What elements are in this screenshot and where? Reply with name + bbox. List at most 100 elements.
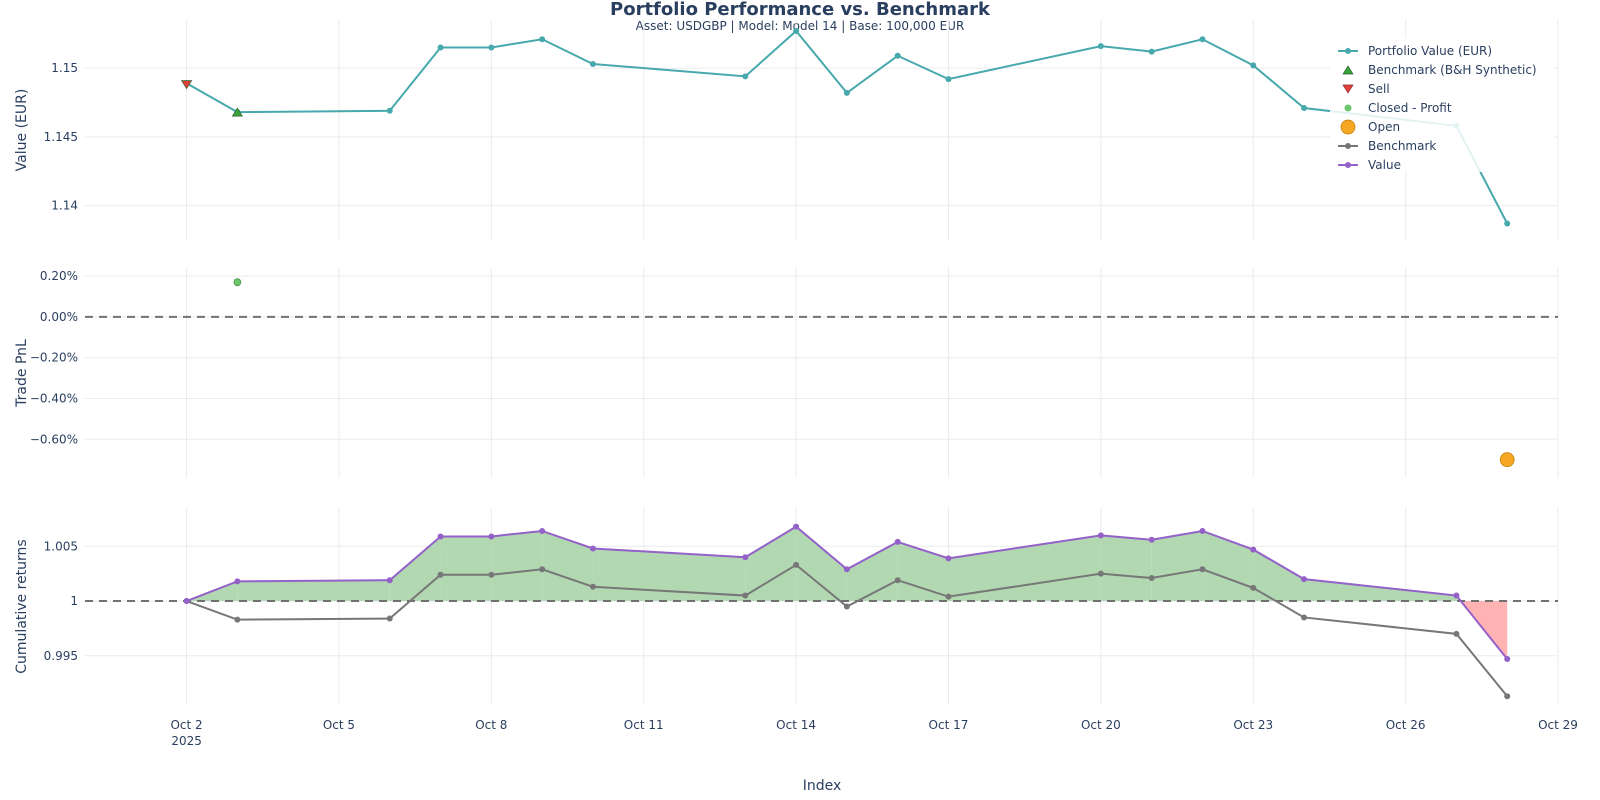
fill-segment xyxy=(237,580,390,602)
legend-item: Sell xyxy=(1342,82,1390,96)
series-point xyxy=(742,592,749,599)
legend-label: Closed - Profit xyxy=(1368,101,1452,115)
y-tick-label: −0.60% xyxy=(30,432,78,446)
series-point xyxy=(1148,536,1155,543)
legend-label: Portfolio Value (EUR) xyxy=(1368,44,1492,58)
y-tick-label: 1.005 xyxy=(44,539,78,553)
legend-swatch-point xyxy=(1345,48,1351,54)
series-point xyxy=(1097,570,1104,577)
series-point xyxy=(1148,575,1155,582)
series-point xyxy=(589,545,596,552)
series-point xyxy=(1504,220,1511,227)
legend-swatch xyxy=(1340,119,1356,135)
y-tick-label: 0.00% xyxy=(40,310,78,324)
series-point xyxy=(539,566,546,573)
legend-item: Benchmark xyxy=(1338,139,1436,153)
legend[interactable]: Portfolio Value (EUR) Benchmark (B&H Synt… xyxy=(1330,38,1555,172)
series-point xyxy=(945,555,952,562)
fill-segment xyxy=(1100,535,1152,602)
series-point xyxy=(488,44,495,51)
legend-swatch xyxy=(1342,65,1354,75)
chart-subtitle: Asset: USDGBP | Model: Model 14 | Base: … xyxy=(636,19,965,33)
series-point xyxy=(1097,532,1104,539)
series-point xyxy=(945,76,952,83)
legend-label: Value xyxy=(1368,158,1401,172)
series-point xyxy=(742,554,749,561)
series-point xyxy=(589,583,596,590)
series-point xyxy=(386,107,393,114)
series-point xyxy=(234,616,241,623)
fill-segment xyxy=(440,536,492,602)
legend-background xyxy=(1330,38,1555,172)
fill-segment xyxy=(491,530,543,602)
legend-item: Benchmark (B&H Synthetic) xyxy=(1342,63,1537,77)
legend-item: Open xyxy=(1340,119,1400,135)
series-point xyxy=(1250,584,1257,591)
x-tick-label: Oct 5 xyxy=(323,718,355,732)
series-point xyxy=(589,61,596,67)
series-point xyxy=(539,36,546,43)
series-point xyxy=(1097,43,1104,50)
chart-panels: 1.14 1.145 1.15 Value (EUR) −0.60% −0.40% −0.2… xyxy=(14,20,1578,748)
series-point xyxy=(437,571,444,578)
series-point xyxy=(793,523,800,530)
x-tick-label: Oct 26 xyxy=(1386,718,1426,732)
series-point xyxy=(1301,576,1308,583)
panel-3: 0.995 1 1.005 Cumulative returns xyxy=(14,508,1559,705)
fill-segment xyxy=(745,526,797,602)
legend-swatch xyxy=(1342,84,1354,94)
x-axis: Oct 2 Oct 5 Oct 8 Oct 11 Oct 14 Oct 17 Oct 20 O… xyxy=(170,718,1577,748)
fill-segment xyxy=(846,541,898,602)
legend-swatch-point xyxy=(1345,143,1351,149)
series-point xyxy=(1453,630,1460,637)
y-tick-label: 1.145 xyxy=(44,130,78,144)
x-tick-label: Oct 14 xyxy=(776,718,816,732)
y-tick-label: 1.14 xyxy=(51,199,78,213)
series-point xyxy=(843,566,850,573)
y-tick-label: −0.20% xyxy=(30,351,78,365)
series-point xyxy=(894,577,901,584)
fill-segment xyxy=(948,535,1101,602)
series-point xyxy=(386,577,393,584)
series-point xyxy=(894,538,901,545)
series-point xyxy=(437,533,444,540)
fill-segment xyxy=(1202,530,1254,602)
series-point xyxy=(1250,62,1257,69)
fill-segment xyxy=(1253,549,1305,602)
chart-title: Portfolio Performance vs. Benchmark xyxy=(610,0,991,20)
series-point xyxy=(1453,592,1460,599)
x-axis-title: Index xyxy=(803,778,842,794)
series-point xyxy=(843,89,850,96)
series-point xyxy=(1504,693,1511,700)
y-axis-title: Trade PnL xyxy=(14,339,30,408)
series-point xyxy=(1301,614,1308,621)
legend-item: Value xyxy=(1338,158,1401,172)
x-tick-year: 2025 xyxy=(171,734,202,748)
series-point xyxy=(742,73,749,80)
y-tick-label: 1 xyxy=(70,594,78,608)
legend-label: Sell xyxy=(1368,82,1390,96)
y-tick-label: −0.40% xyxy=(30,391,78,405)
y-tick-label: 0.995 xyxy=(44,649,78,663)
series-point xyxy=(843,603,850,610)
fill-segment xyxy=(592,548,746,602)
y-tick-label: 1.15 xyxy=(51,61,78,75)
series-point xyxy=(1250,546,1257,553)
series-point xyxy=(1199,36,1206,43)
panel-1: 1.14 1.145 1.15 Value (EUR) xyxy=(14,20,1559,240)
series-point xyxy=(437,44,444,51)
legend-label: Benchmark xyxy=(1368,139,1436,153)
fill-segment xyxy=(542,530,593,602)
fill-segment xyxy=(897,541,949,602)
x-tick-label: Oct 20 xyxy=(1081,718,1121,732)
fill-segment xyxy=(1304,579,1457,602)
x-tick-label: Oct 11 xyxy=(624,718,664,732)
closed-profit-point xyxy=(233,278,242,287)
x-tick-label: Oct 17 xyxy=(929,718,969,732)
x-tick-label: Oct 29 xyxy=(1538,718,1578,732)
open-trade-point xyxy=(1499,452,1515,468)
y-axis-title: Value (EUR) xyxy=(14,89,30,172)
series-point xyxy=(488,571,495,578)
legend-swatch xyxy=(1344,104,1352,112)
series-point xyxy=(234,578,241,585)
